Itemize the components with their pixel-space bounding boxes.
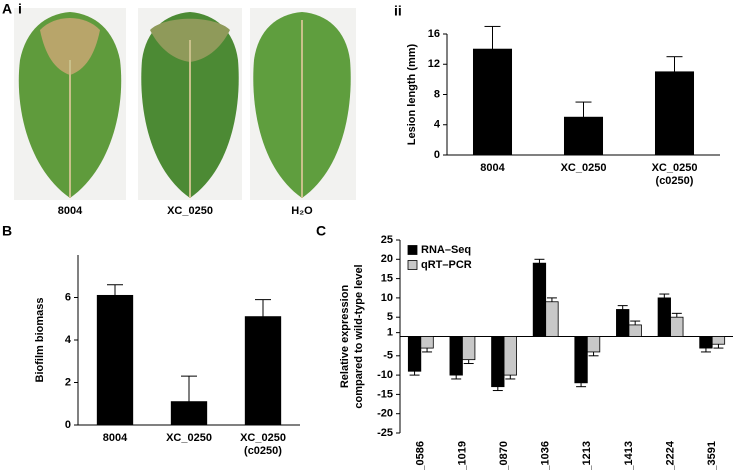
legend-swatch (407, 245, 418, 255)
y-tick-label: 20 (381, 253, 393, 265)
bar (586, 336, 601, 353)
y-tick-label: 2 (65, 376, 71, 388)
bar (711, 336, 726, 345)
panel-label: A (2, 1, 12, 17)
panel-label: ii (394, 3, 402, 19)
panel-label: B (2, 223, 12, 239)
bar (670, 316, 684, 337)
x-tick-label: XC_1213 (581, 441, 593, 470)
x-tick-label: XC_1036 (540, 441, 552, 470)
leaf-label: 8004 (58, 205, 83, 217)
y-tick-label: -5 (383, 350, 393, 362)
bar (654, 71, 695, 156)
legend-label: RNA–Seq (421, 244, 471, 256)
y-tick-label: 1 (387, 327, 393, 339)
y-tick-label: 16 (428, 28, 440, 40)
bar (472, 48, 513, 156)
bar (574, 336, 588, 384)
y-tick-label: 5 (387, 311, 393, 323)
y-axis-label: Relative expression (339, 285, 351, 389)
bar (420, 336, 434, 349)
x-tick-label: XC_0586 (415, 441, 427, 470)
x-tick-label: XC_3591 (706, 441, 718, 470)
y-tick-label: -25 (377, 427, 393, 439)
y-tick-label: 0 (434, 149, 440, 161)
lesion (40, 18, 100, 75)
y-tick-label: 15 (381, 273, 393, 285)
x-tick-label: XC_0250 (166, 432, 212, 444)
y-axis-label: Biofilm biomass (34, 298, 46, 383)
bar (503, 336, 517, 376)
x-tick-label: (c0250) (244, 445, 282, 457)
x-tick-label: XC_0870 (498, 441, 510, 470)
leaves (14, 8, 356, 200)
y-tick-label: 4 (434, 119, 441, 131)
x-tick-label: (c0250) (656, 175, 694, 187)
x-tick-label: XC_0250 (240, 432, 286, 444)
y-tick-label: 0 (65, 419, 71, 431)
bar (545, 301, 559, 337)
leaf-label: XC_0250 (167, 205, 213, 217)
y-tick-label: 4 (65, 334, 72, 346)
bar (563, 116, 604, 156)
bar (407, 336, 422, 372)
y-axis-label: Lesion length (mm) (406, 43, 418, 145)
y-tick-label: 10 (381, 292, 393, 304)
panel-label: C (316, 223, 326, 239)
y-tick-label: 6 (65, 291, 71, 303)
bar (244, 316, 282, 426)
panel-label: i (18, 1, 22, 17)
x-tick-label: XC_1019 (456, 441, 468, 470)
y-axis-label: compared to wild-type level (353, 264, 365, 408)
leaf-label: H₂O (291, 205, 313, 217)
x-tick-label: XC_1413 (623, 441, 635, 470)
bar (657, 297, 671, 337)
x-tick-label: XC_2224 (664, 440, 676, 470)
bar (449, 336, 463, 376)
x-tick-label: 8004 (480, 162, 505, 174)
y-tick-label: -10 (377, 369, 393, 381)
x-tick-label: XC_0250 (652, 162, 698, 174)
bar (491, 336, 505, 388)
y-tick-label: -20 (377, 408, 393, 420)
y-tick-label: 12 (428, 58, 440, 70)
y-tick-label: 25 (381, 234, 393, 246)
x-tick-label: 8004 (103, 432, 128, 444)
bar (462, 336, 476, 361)
y-tick-label: 8 (434, 88, 440, 100)
bar (532, 262, 547, 337)
y-tick-label: -15 (377, 388, 393, 400)
bar (699, 336, 713, 349)
legend-label: qRT–PCR (421, 259, 472, 271)
bar (616, 309, 630, 337)
bar (628, 324, 642, 337)
bar (170, 401, 208, 426)
bar (96, 294, 134, 426)
x-tick-label: XC_0250 (561, 162, 607, 174)
legend-swatch (407, 260, 418, 270)
